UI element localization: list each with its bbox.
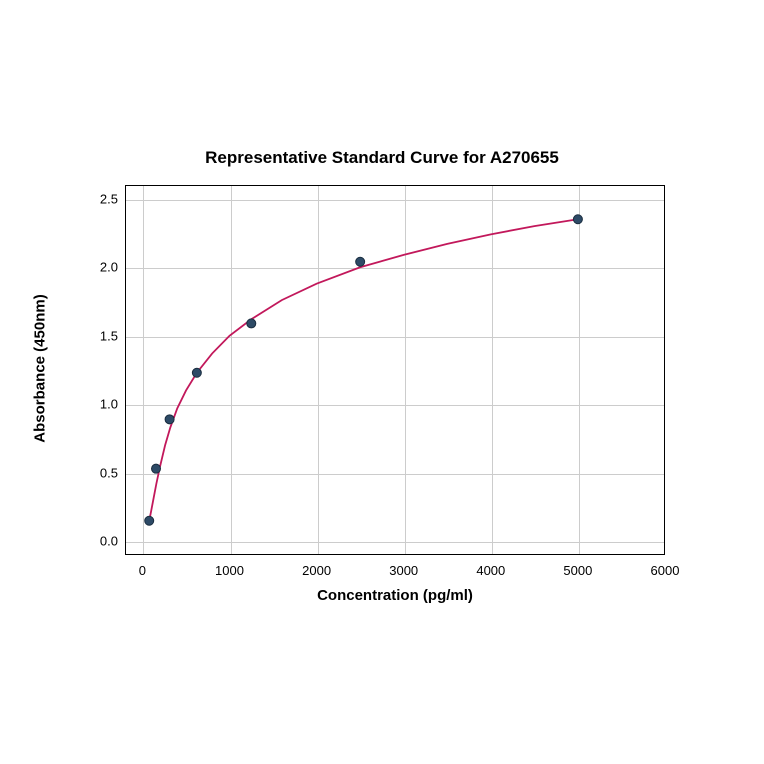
grid-line-vertical	[492, 186, 493, 554]
grid-line-vertical	[405, 186, 406, 554]
grid-line-horizontal	[126, 542, 664, 543]
grid-line-vertical	[318, 186, 319, 554]
y-tick-label: 0.5	[90, 465, 118, 480]
x-tick-label: 6000	[651, 563, 680, 578]
x-tick-label: 4000	[476, 563, 505, 578]
y-tick-label: 2.0	[90, 260, 118, 275]
y-axis-label: Absorbance (450nm)	[32, 289, 49, 449]
grid-line-horizontal	[126, 200, 664, 201]
y-tick-label: 2.5	[90, 191, 118, 206]
x-tick-label: 2000	[302, 563, 331, 578]
grid-line-horizontal	[126, 337, 664, 338]
grid-line-horizontal	[126, 474, 664, 475]
plot-area	[125, 185, 665, 555]
grid-line-vertical	[143, 186, 144, 554]
grid-line-vertical	[579, 186, 580, 554]
grid-line-horizontal	[126, 405, 664, 406]
chart-title: Representative Standard Curve for A27065…	[0, 148, 764, 168]
x-tick-label: 1000	[215, 563, 244, 578]
y-tick-label: 0.0	[90, 534, 118, 549]
x-tick-label: 0	[139, 563, 146, 578]
y-tick-label: 1.0	[90, 397, 118, 412]
x-tick-label: 5000	[563, 563, 592, 578]
x-tick-label: 3000	[389, 563, 418, 578]
grid-line-horizontal	[126, 268, 664, 269]
y-tick-label: 1.5	[90, 328, 118, 343]
grid-line-vertical	[231, 186, 232, 554]
x-axis-label: Concentration (pg/ml)	[125, 587, 665, 604]
